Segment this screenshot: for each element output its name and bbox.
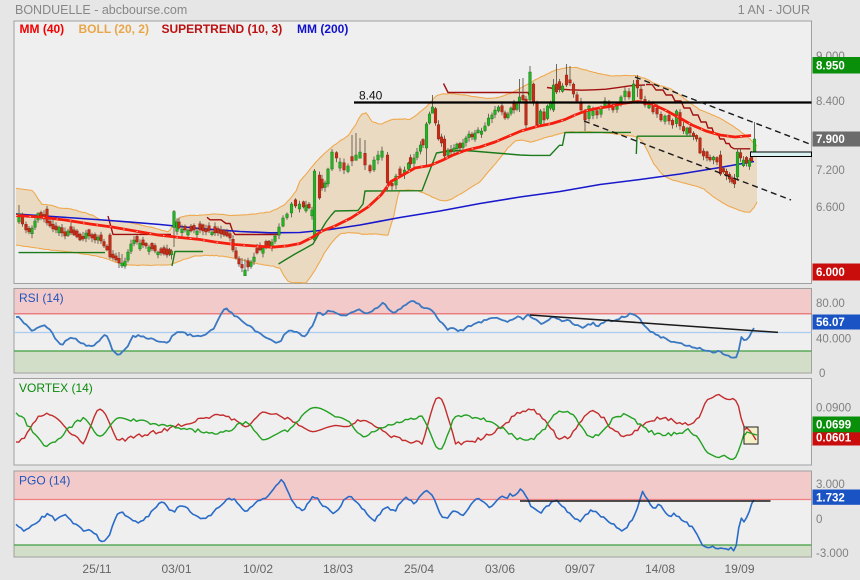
svg-text:18/03: 18/03 — [323, 562, 353, 576]
svg-text:10/02: 10/02 — [243, 562, 273, 576]
svg-text:80.00: 80.00 — [816, 298, 845, 310]
svg-text:03/01: 03/01 — [161, 562, 191, 576]
svg-text:6.600: 6.600 — [816, 202, 845, 214]
svg-text:25/04: 25/04 — [404, 562, 434, 576]
svg-text:14/08: 14/08 — [645, 562, 675, 576]
svg-text:09/07: 09/07 — [565, 562, 595, 576]
svg-text:PGO (14): PGO (14) — [19, 474, 70, 488]
svg-text:7.200: 7.200 — [816, 165, 845, 177]
svg-text:0.0699: 0.0699 — [816, 420, 851, 432]
svg-text:19/09: 19/09 — [724, 562, 754, 576]
svg-text:6.000: 6.000 — [816, 267, 845, 279]
svg-text:03/06: 03/06 — [485, 562, 515, 576]
svg-text:1.732: 1.732 — [816, 493, 845, 505]
svg-text:0.0601: 0.0601 — [816, 433, 852, 445]
svg-text:56.07: 56.07 — [816, 317, 845, 329]
svg-text:0.0900: 0.0900 — [816, 403, 851, 415]
svg-text:MM (200): MM (200) — [297, 22, 348, 36]
svg-text:VORTEX (14): VORTEX (14) — [19, 381, 93, 395]
svg-text:25/11: 25/11 — [82, 562, 111, 576]
svg-text:1 AN - JOUR: 1 AN - JOUR — [738, 3, 810, 17]
svg-text:8.950: 8.950 — [816, 61, 845, 73]
svg-text:RSI (14): RSI (14) — [19, 291, 64, 305]
svg-text:BONDUELLE - abcbourse.com: BONDUELLE - abcbourse.com — [15, 3, 187, 17]
svg-text:0: 0 — [819, 368, 825, 380]
svg-text:-3.000: -3.000 — [816, 548, 849, 560]
svg-text:8.400: 8.400 — [816, 96, 845, 108]
svg-text:MM (40): MM (40) — [20, 22, 65, 36]
svg-text:3.000: 3.000 — [816, 479, 845, 491]
svg-text:7.900: 7.900 — [816, 134, 845, 146]
svg-text:0: 0 — [816, 514, 822, 526]
svg-text:8.40: 8.40 — [359, 89, 383, 103]
svg-text:SUPERTREND (10, 3): SUPERTREND (10, 3) — [162, 22, 283, 36]
svg-text:40.000: 40.000 — [816, 334, 851, 346]
svg-text:BOLL (20, 2): BOLL (20, 2) — [79, 22, 149, 36]
